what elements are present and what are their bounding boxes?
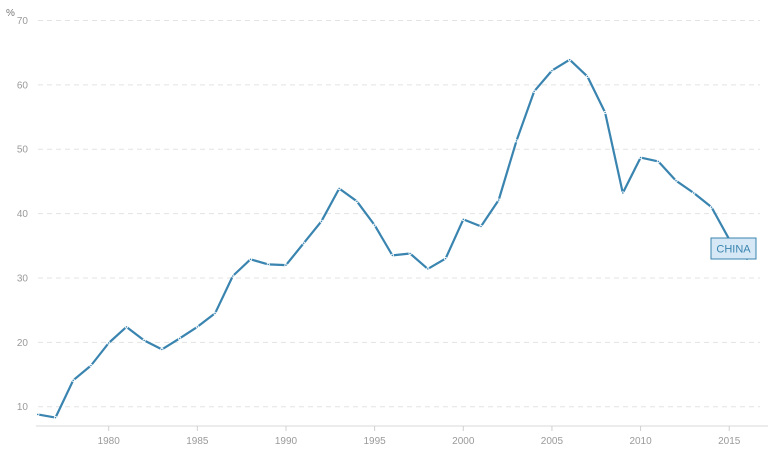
x-tick-label: 2005 [541, 436, 564, 447]
data-point-core [391, 254, 394, 257]
data-point-core [285, 264, 287, 266]
grid-lines [38, 19, 760, 408]
y-tick-label: 30 [17, 273, 29, 284]
data-point-core [622, 192, 624, 194]
data-point-core [710, 206, 713, 208]
x-tick-label: 1995 [364, 436, 387, 447]
series-line [36, 58, 749, 419]
data-point-core [586, 75, 589, 78]
y-axis-ticks: 10 20 30 40 50 60 70 [17, 16, 29, 413]
data-point-core [444, 257, 447, 260]
data-point-core [214, 312, 216, 315]
data-point-core [125, 326, 128, 328]
x-tick-label: 1985 [186, 436, 209, 447]
data-point-core [72, 379, 75, 382]
y-tick-label: 40 [17, 209, 29, 220]
data-point-core [373, 224, 376, 226]
y-unit-label: % [6, 8, 15, 19]
data-point-core [36, 413, 39, 416]
series-label: CHINA [716, 244, 751, 256]
x-tick-label: 1980 [98, 436, 121, 447]
x-axis-ticks: 1980 1985 1990 1995 2000 2005 2010 2015 [98, 426, 741, 447]
data-point-core [267, 263, 270, 266]
y-tick-label: 60 [17, 80, 29, 91]
data-point-core [409, 252, 411, 255]
data-point-core [249, 258, 252, 261]
x-tick-label: 1990 [275, 436, 298, 447]
series-label-group: CHINA [710, 237, 757, 260]
data-point-core [302, 242, 305, 244]
data-point-core [161, 348, 163, 351]
data-point-core [462, 218, 465, 221]
data-point-core [107, 342, 110, 344]
data-point-core [497, 199, 500, 201]
data-point-core [231, 275, 234, 277]
data-point-core [533, 90, 535, 93]
data-point-core [196, 326, 199, 328]
x-tick-label: 2015 [718, 436, 741, 447]
y-tick-label: 70 [17, 16, 29, 27]
data-point-core [320, 220, 323, 223]
y-tick-label: 10 [17, 402, 29, 413]
data-point-core [604, 111, 606, 114]
y-tick-label: 50 [17, 145, 29, 156]
data-point-core [54, 416, 57, 419]
x-tick-label: 2000 [452, 436, 475, 447]
data-point-core [90, 364, 92, 367]
data-point-core [515, 140, 518, 142]
x-tick-label: 2010 [629, 436, 652, 447]
data-point-core [692, 192, 695, 194]
data-point-core [657, 160, 660, 163]
data-point-core [178, 337, 181, 340]
data-point-core [675, 179, 677, 182]
data-point-core [480, 225, 482, 228]
series-group [36, 58, 749, 420]
y-tick-label: 20 [17, 338, 29, 349]
series-label-box [710, 237, 757, 260]
data-point-core [551, 69, 553, 72]
data-point-core [356, 200, 358, 203]
data-point-core [568, 58, 571, 61]
data-point-core [639, 156, 642, 159]
data-point-core [427, 268, 429, 270]
data-point-core [143, 339, 145, 342]
data-point-core [338, 187, 340, 190]
